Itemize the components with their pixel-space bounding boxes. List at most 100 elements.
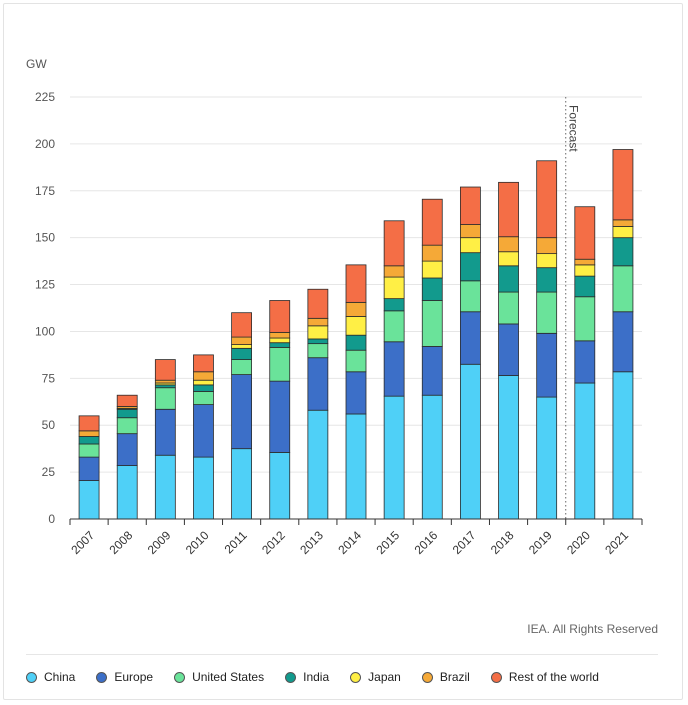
y-axis-unit-label: GW [26, 57, 47, 71]
bar-segment [612, 226, 634, 239]
bar-segment [231, 359, 253, 375]
bar-segment [307, 357, 329, 411]
x-tick-label: 2015 [373, 528, 402, 557]
x-tick-label: 2021 [602, 528, 631, 557]
legend-item[interactable]: United States [174, 670, 264, 684]
bar-segment [231, 344, 253, 349]
x-tick-label: 2008 [107, 528, 136, 557]
bar-segment [536, 237, 558, 255]
bar-segment [154, 408, 176, 456]
legend-label: China [44, 670, 76, 684]
bar-segment [498, 251, 519, 267]
legend-swatch-icon [285, 671, 297, 683]
bar-segment [116, 408, 138, 419]
bar-segment [459, 252, 481, 282]
legend-label: Europe [114, 670, 154, 684]
bar-segment [78, 456, 100, 481]
bar-segment [459, 237, 481, 254]
forecast-label: Forecast [567, 105, 581, 152]
x-tick-label: 2016 [412, 528, 441, 557]
bar-segment [498, 323, 519, 376]
bar-segment [383, 220, 405, 267]
legend-item[interactable]: India [285, 670, 329, 684]
legend-label: India [303, 670, 330, 684]
legend-label: United States [192, 670, 265, 684]
bar-segment [345, 264, 367, 303]
bar-segment [536, 291, 558, 334]
x-tick-label: 2020 [564, 528, 593, 557]
bar-segment [459, 363, 481, 520]
x-tick-label: 2010 [183, 528, 212, 557]
bar-segment [116, 465, 138, 520]
bar-segment [383, 310, 405, 343]
bar-segment [345, 334, 367, 351]
legend-item[interactable]: Rest of the world [490, 670, 599, 684]
bar-segment [345, 413, 367, 520]
x-tick-label: 2007 [68, 528, 97, 557]
legend-swatch-icon [421, 671, 433, 683]
bar-segment [116, 417, 138, 435]
bar-segment [345, 301, 367, 317]
bar-segment [307, 288, 329, 319]
legend-label: Rest of the world [508, 670, 599, 684]
bar-segment [231, 374, 253, 450]
bar-segment [345, 371, 367, 415]
bar-segment [383, 276, 405, 300]
bar-segment [307, 325, 329, 340]
y-tick-label: 150 [35, 231, 55, 245]
bar-segment [78, 436, 100, 445]
legend-swatch-icon [26, 671, 37, 683]
bar-segment [421, 394, 443, 520]
bar-segment [154, 454, 176, 520]
bar-segment [193, 404, 214, 458]
bar-segment [345, 349, 367, 373]
bar-segment [536, 396, 558, 520]
y-tick-label: 125 [35, 278, 55, 292]
bar-segment [421, 244, 443, 262]
legend-item[interactable]: China [26, 670, 75, 684]
chart-card: GW IEA. All Rights Reserved China Europe U… [3, 3, 683, 700]
bar-segment [193, 354, 214, 373]
bar-segment [421, 260, 443, 279]
bar-segment [612, 311, 634, 373]
bar-segment [421, 346, 443, 396]
y-tick-label: 50 [42, 418, 56, 432]
bar-segment [612, 237, 634, 267]
bar-segment [536, 253, 558, 269]
bar-segment [193, 384, 214, 392]
bar-segment [269, 346, 291, 382]
y-tick-label: 75 [42, 371, 56, 385]
bar-segment [269, 331, 291, 339]
x-tick-label: 2014 [335, 528, 364, 557]
legend-swatch-icon [96, 671, 108, 683]
bar-segment [459, 311, 481, 365]
bar-segment [421, 277, 443, 301]
bar-segment [307, 338, 329, 345]
bar-segment [116, 394, 138, 407]
legend-label: Brazil [439, 670, 470, 684]
legend-label: Japan [368, 670, 401, 684]
y-tick-label: 175 [35, 184, 55, 198]
y-tick-label: 225 [35, 90, 55, 104]
bar-segment [574, 382, 596, 520]
y-tick-label: 200 [35, 137, 55, 151]
legend-swatch-icon [350, 671, 362, 683]
legend-item[interactable]: Europe [96, 670, 153, 684]
bar-segment [498, 265, 519, 293]
bar-segment [154, 379, 176, 384]
bar-segment [78, 443, 100, 458]
bar-segment [78, 430, 100, 437]
bar-segment [574, 258, 596, 266]
legend-item[interactable]: Japan [350, 670, 401, 684]
x-tick-label: 2019 [526, 528, 555, 557]
bar-segment [269, 300, 291, 333]
legend-swatch-icon [174, 671, 186, 683]
bar-segment [231, 312, 253, 338]
legend-divider [26, 654, 658, 655]
legend-item[interactable]: Brazil [421, 670, 470, 684]
bar-segment [154, 359, 176, 381]
bar-segment [498, 181, 519, 238]
bar-segment [383, 265, 405, 278]
credit-text: IEA. All Rights Reserved [527, 622, 658, 636]
y-tick-label: 25 [42, 465, 56, 479]
